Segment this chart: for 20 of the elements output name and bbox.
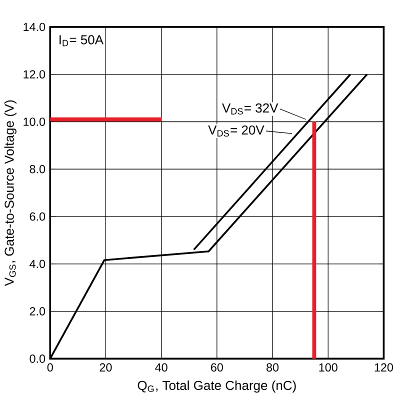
y-tick-label: 6.0 [30,212,46,221]
y-tick-label: 0.0 [30,354,46,364]
annotation: V$_{DS}$= 32V [222,104,278,115]
y-tick-label: 14.0 [24,22,46,32]
y-tick-label: 12.0 [24,70,46,79]
x-tick-label: 80 [266,363,279,372]
x-tick-label: 20 [100,363,112,372]
annotation: V$_{DS}$= 20V [208,126,264,137]
y-tick-label: 2.0 [30,307,46,316]
x-tick-label: 40 [155,363,168,372]
annotation: I$_{D}$= 50A [60,35,104,46]
x-tick-label: 120 [374,363,394,372]
x-axis-title: Q$_{G}$, Total Gate Charge (nC) [138,380,296,393]
x-tick-label: 0 [47,363,53,372]
y-tick-label: 8.0 [30,165,46,174]
x-tick-label: 100 [319,363,338,372]
x-tick-label: 60 [211,363,223,372]
y-tick-label: 10.0 [24,118,46,126]
y-axis-title: V$_{GS}$, Gate-to-Source Voltage (V) [4,100,16,286]
y-tick-label: 4.0 [30,260,46,268]
